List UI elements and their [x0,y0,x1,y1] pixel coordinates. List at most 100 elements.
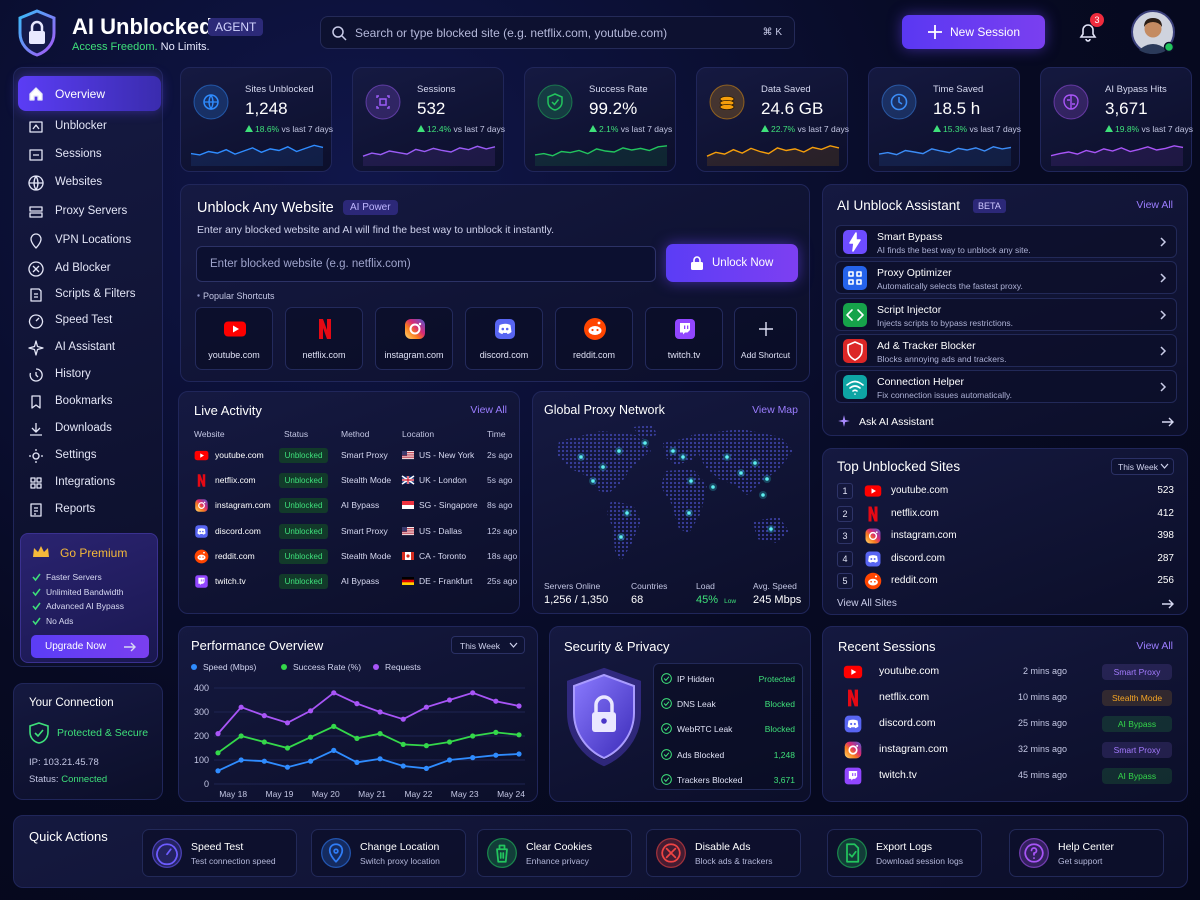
up-arrow [1105,125,1113,132]
top-sites-title: Top Unblocked Sites [837,459,961,474]
nav-item[interactable]: Proxy Servers [18,194,161,229]
series-line [217,749,520,772]
nav-item[interactable]: Overview [18,76,161,111]
nav-item[interactable]: Downloads [18,411,161,446]
ask-assistant[interactable]: Ask AI Assistant [859,416,934,428]
period-select[interactable]: This Week [451,636,525,654]
tw-bar [202,579,204,582]
server-node [619,535,623,539]
nav-item[interactable]: Sessions [18,137,161,172]
rank-badge: 3 [837,528,853,544]
nav-item[interactable]: VPN Locations [18,223,161,258]
nav-item[interactable]: Settings [18,438,161,473]
nav-item[interactable]: Websites [18,165,161,200]
website-input[interactable]: Enter blocked website (e.g. netflix.com) [196,246,656,282]
nav-glyph [29,368,43,382]
nav-item[interactable]: History [18,357,161,392]
nav-glyph [29,87,43,101]
add-shortcut-tile[interactable]: Add Shortcut [734,307,797,370]
notification-bell[interactable] [1078,21,1098,43]
stat-icon-bg [537,84,573,120]
dc-eye [505,327,509,331]
column-header: Method [341,429,370,439]
activity-method: AI Bypass [341,576,380,586]
shortcut-tile[interactable]: twitch.tv [645,307,723,370]
top-sites-panel: Top Unblocked Sites This Week 1 youtube.com… [822,448,1188,615]
network-stat-label: Avg. Speed [753,581,797,591]
bell [1079,24,1097,42]
sparkline-line [1050,145,1184,157]
online-dot [1163,41,1175,53]
shortcut-tile[interactable]: instagram.com [375,307,453,370]
nav-item[interactable]: Integrations [18,465,161,500]
nav-item[interactable]: Speed Test [18,303,161,338]
server-node [711,485,715,489]
nav-item[interactable]: Unblocker [18,109,161,144]
column-header: Status [284,429,309,439]
unlock-button[interactable]: Unlock Now [666,244,798,282]
period-select[interactable]: This Week [1111,458,1174,475]
series-point [308,734,314,740]
dc-eye [873,557,876,560]
assistant-item[interactable]: Proxy Optimizer Automatically selects the… [835,261,1177,295]
stat-icon [881,84,917,120]
dropdown-icon [509,642,518,648]
nav-item[interactable]: AI Assistant [18,330,161,365]
view-map-link[interactable]: View Map [752,404,798,416]
sparkline-area [879,146,1011,166]
nav-item[interactable]: Bookmarks [18,384,161,419]
quick-action[interactable]: Change Location Switch proxy location [311,829,466,877]
nav-item[interactable]: Scripts & Filters [18,277,161,312]
quick-action[interactable]: Clear Cookies Enhance privacy [477,829,632,877]
quick-action[interactable]: Disable Ads Block ads & trackers [646,829,801,877]
nav-label: Scripts & Filters [55,288,136,300]
quick-action[interactable]: Help Center Get support [1009,829,1164,877]
view-all-sites[interactable]: View All Sites [837,598,897,609]
shield [29,722,49,744]
connection-title: Your Connection [29,697,114,709]
assistant-item[interactable]: Ad & Tracker Blocker Blocks annoying ads … [835,333,1177,367]
dc-eye [501,327,505,331]
assistant-item[interactable]: Connection Helper Fix connection issues a… [835,370,1177,404]
ring [661,723,672,735]
quick-action[interactable]: Speed Test Test connection speed [142,829,297,877]
nav-item[interactable]: Ad Blocker [18,251,161,286]
icon-glyph [846,308,864,321]
stat-card: Sites Unblocked 1,248 18.6% vs last 7 days [180,67,333,172]
triangle [245,125,253,132]
quick-action[interactable]: Export Logs Download session logs [827,829,982,877]
view-all-link[interactable]: View All [1136,199,1173,211]
session-time: 25 mins ago [1017,718,1067,728]
app-title: AI Unblocked [72,14,213,39]
assistant-item[interactable]: Smart Bypass AI finds the best way to unb… [835,225,1177,258]
series-point [400,763,406,769]
avatar[interactable] [1131,10,1175,54]
shortcut-tile[interactable]: reddit.com [555,307,633,370]
shortcut-tile[interactable]: netflix.com [285,307,363,370]
shortcut-tile[interactable]: discord.com [465,307,543,370]
triangle [417,125,425,132]
shortcut-tile[interactable]: youtube.com [195,307,273,370]
stat-icon [709,84,745,120]
recent-sessions-panel: Recent Sessions View All youtube.com 2 mins… [822,626,1188,802]
search-box[interactable]: Search or type blocked site (e.g. netfli… [320,16,795,49]
g [898,97,903,105]
security-value: 1,248 [773,749,795,760]
bullet-dot [197,294,200,297]
shield-glow [567,667,641,767]
view-all-link[interactable]: View All [470,404,507,416]
chevron-icon [1160,273,1167,283]
new-session-button[interactable]: New Session [902,15,1045,49]
rd-eye [596,328,599,332]
stat-change-note: vs last 7 days [453,124,505,134]
quick-action-subtitle: Download session logs [876,856,963,866]
caret [509,642,518,648]
nav-label: History [55,368,91,380]
assistant-item[interactable]: Script Injector Injects scripts to bypass… [835,297,1177,331]
view-all-link[interactable]: View All [1136,640,1173,652]
column-header: Time [487,429,506,439]
upgrade-button[interactable]: Upgrade Now [31,635,149,658]
nav-item[interactable]: Reports [18,492,161,527]
